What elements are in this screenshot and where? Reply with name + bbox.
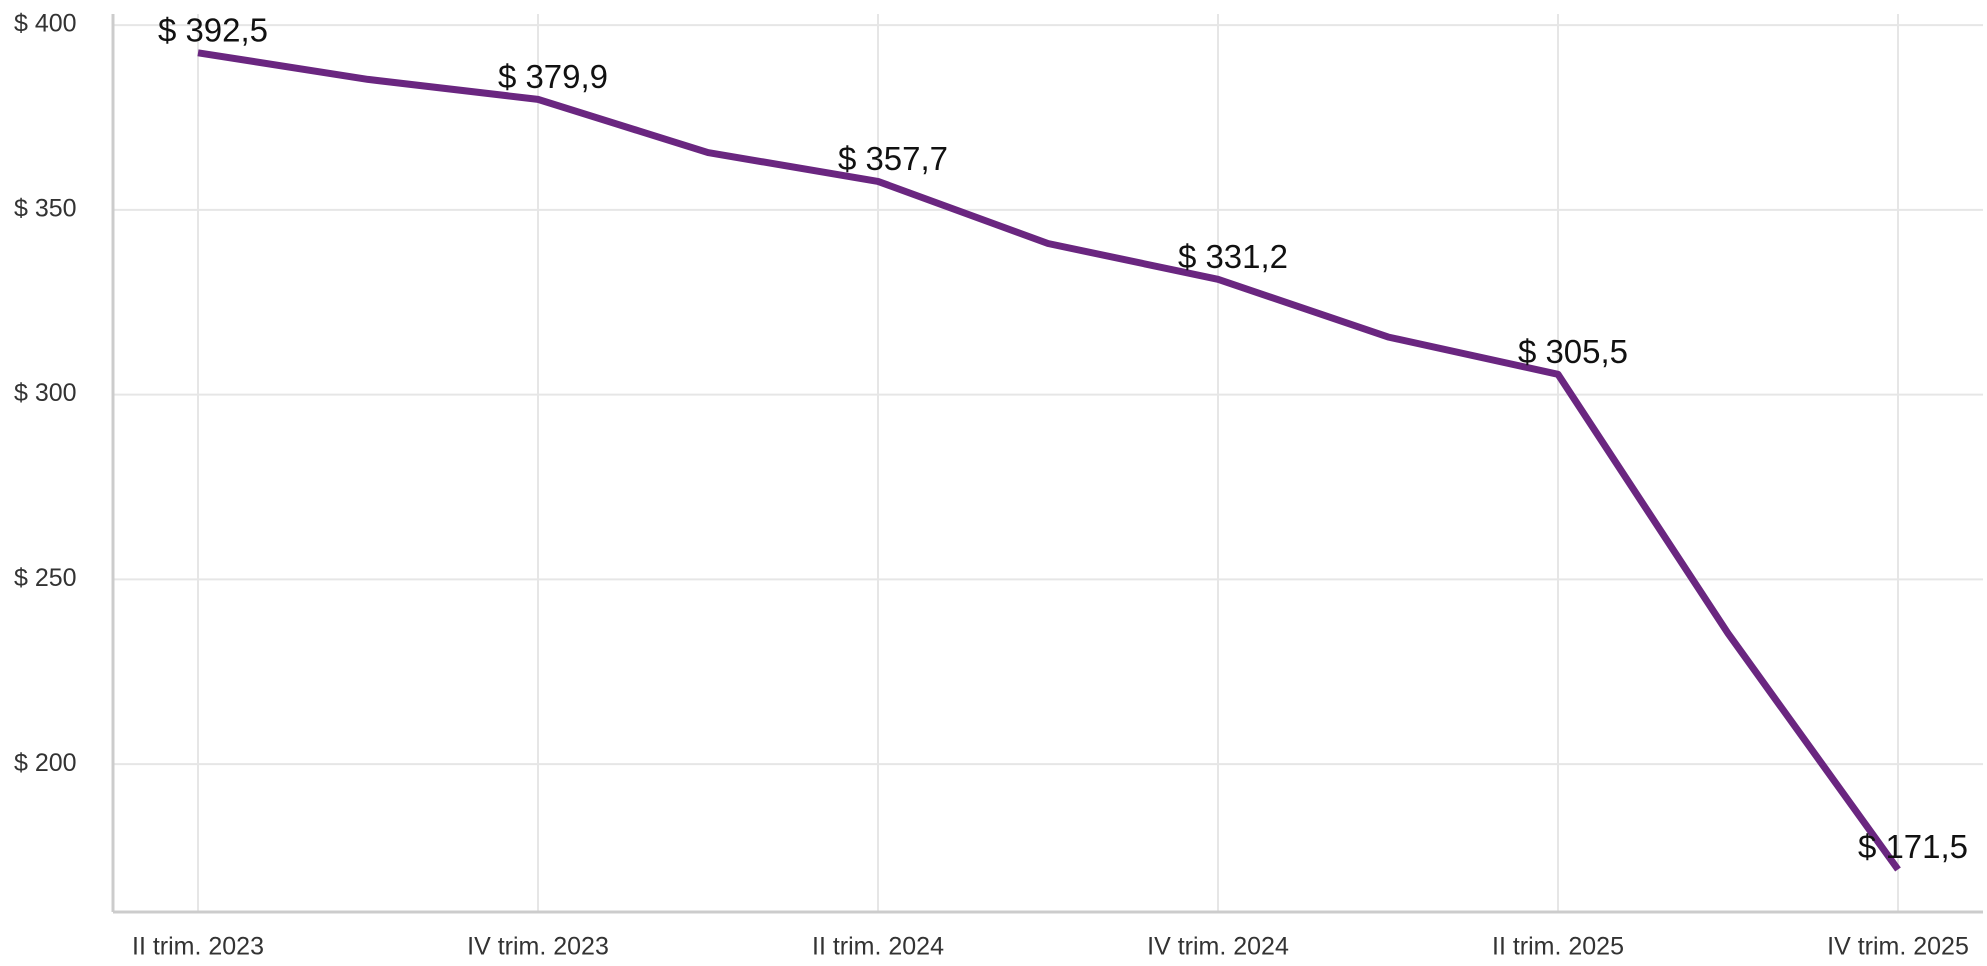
y-tick-label: $ 400 — [14, 10, 77, 38]
y-tick-label: $ 300 — [14, 379, 77, 407]
x-tick-label: IV trim. 2025 — [1827, 933, 1969, 961]
x-tick-label: II trim. 2024 — [812, 933, 944, 961]
data-label: $ 392,5 — [158, 12, 268, 49]
data-label: $ 331,2 — [1178, 238, 1288, 275]
x-tick-label: IV trim. 2023 — [467, 933, 609, 961]
data-label: $ 379,9 — [498, 58, 608, 95]
x-tick-label: IV trim. 2024 — [1147, 933, 1289, 961]
data-label: $ 171,5 — [1858, 828, 1968, 865]
y-tick-label: $ 250 — [14, 564, 77, 592]
y-tick-label: $ 350 — [14, 194, 77, 222]
data-line — [197, 49, 1901, 872]
x-tick-label: II trim. 2025 — [1492, 933, 1624, 961]
y-tick-label: $ 200 — [14, 749, 77, 777]
data-label: $ 305,5 — [1518, 333, 1628, 370]
x-tick-label: II trim. 2023 — [132, 933, 264, 961]
data-label: $ 357,7 — [838, 140, 948, 177]
